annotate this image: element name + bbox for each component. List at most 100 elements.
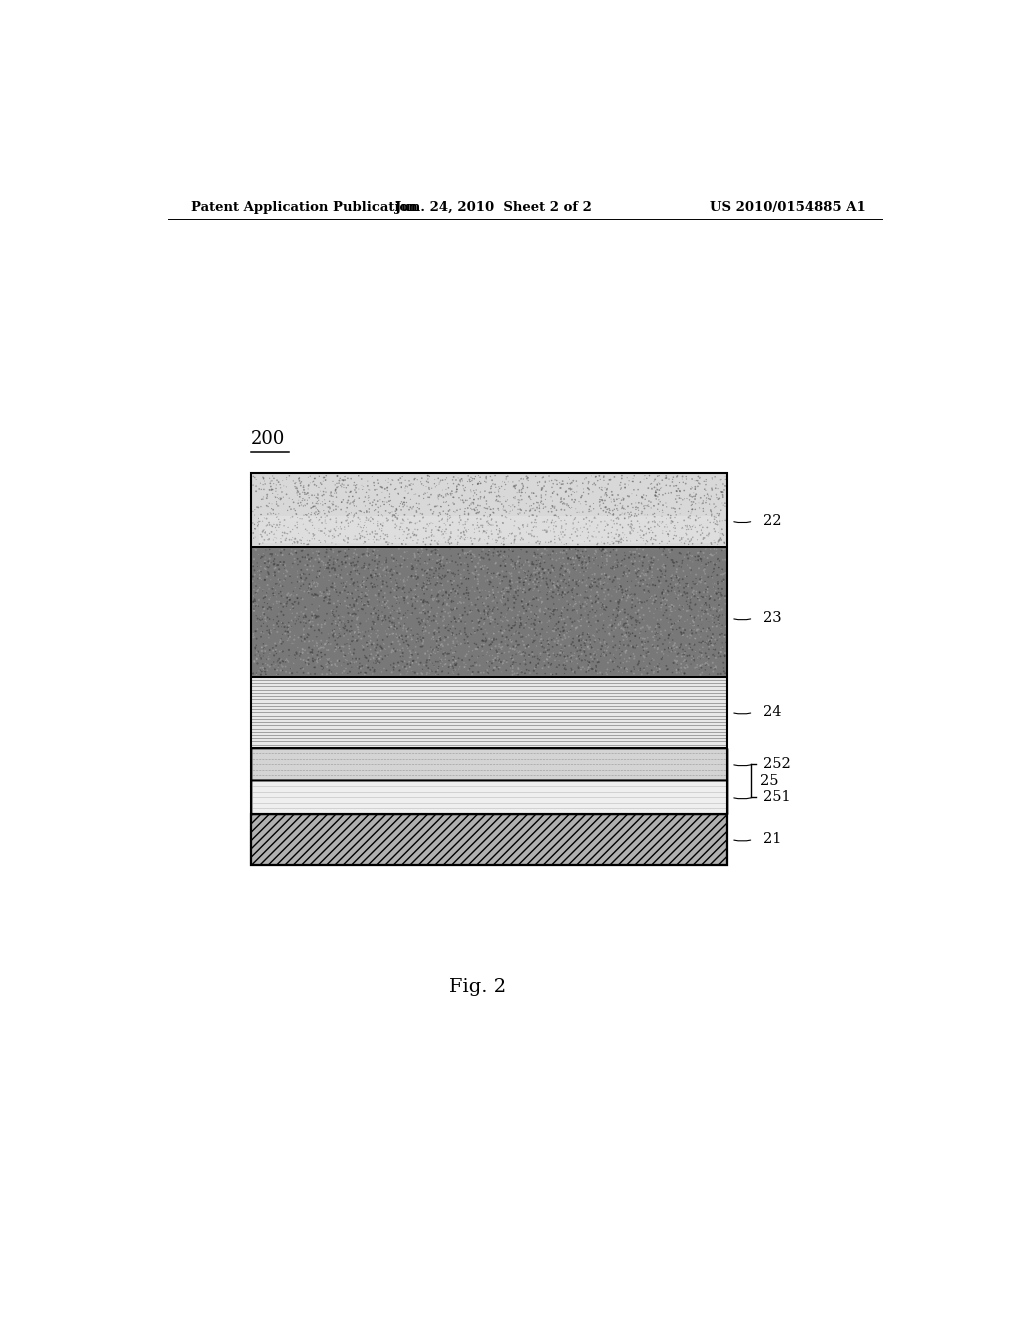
- Point: [303, 502, 319, 523]
- Point: [404, 521, 421, 543]
- Point: [497, 500, 513, 521]
- Point: [481, 656, 498, 677]
- Point: [505, 652, 521, 673]
- Point: [484, 474, 501, 495]
- Point: [338, 623, 354, 644]
- Point: [614, 586, 631, 607]
- Point: [342, 511, 358, 532]
- Point: [479, 602, 496, 623]
- Point: [596, 467, 612, 488]
- Point: [417, 603, 433, 624]
- Point: [423, 533, 439, 554]
- Point: [461, 495, 477, 516]
- Point: [494, 643, 510, 664]
- Point: [297, 504, 313, 525]
- Point: [447, 552, 464, 573]
- Point: [705, 605, 721, 626]
- Point: [293, 611, 309, 632]
- Point: [335, 470, 351, 491]
- Point: [622, 504, 638, 525]
- Point: [716, 532, 732, 553]
- Point: [409, 492, 425, 513]
- Point: [423, 484, 439, 506]
- Point: [643, 566, 659, 587]
- Point: [268, 478, 285, 499]
- Point: [364, 568, 380, 589]
- Point: [655, 605, 672, 626]
- Point: [276, 510, 293, 531]
- Point: [675, 645, 691, 667]
- Point: [617, 581, 634, 602]
- Point: [297, 605, 313, 626]
- Point: [636, 469, 652, 490]
- Point: [655, 579, 672, 601]
- Point: [415, 618, 431, 639]
- Point: [398, 631, 415, 652]
- Point: [365, 606, 381, 627]
- Point: [498, 528, 514, 549]
- Point: [610, 488, 627, 510]
- Point: [355, 517, 372, 539]
- Point: [631, 651, 647, 672]
- Point: [249, 648, 265, 669]
- Point: [327, 560, 343, 581]
- Point: [658, 594, 675, 615]
- Point: [342, 661, 358, 682]
- Point: [682, 627, 698, 648]
- Point: [340, 527, 356, 548]
- Point: [318, 579, 335, 601]
- Point: [317, 634, 334, 655]
- Point: [312, 494, 329, 515]
- Point: [517, 562, 534, 583]
- Point: [534, 467, 550, 488]
- Point: [311, 595, 328, 616]
- Point: [693, 566, 710, 587]
- Point: [654, 520, 671, 541]
- Point: [634, 487, 650, 508]
- Point: [323, 486, 339, 507]
- Point: [374, 477, 390, 498]
- Point: [445, 649, 462, 671]
- Point: [464, 640, 480, 661]
- Point: [501, 598, 517, 619]
- Point: [695, 560, 712, 581]
- Point: [353, 591, 370, 612]
- Point: [262, 473, 279, 494]
- Point: [324, 492, 340, 513]
- Point: [297, 519, 313, 540]
- Point: [543, 498, 559, 519]
- Point: [604, 615, 621, 636]
- Point: [601, 569, 617, 590]
- Point: [518, 626, 535, 647]
- Point: [672, 618, 688, 639]
- Point: [712, 574, 728, 595]
- Point: [311, 586, 328, 607]
- Point: [646, 607, 663, 628]
- Point: [472, 473, 488, 494]
- Point: [319, 583, 336, 605]
- Point: [313, 642, 330, 663]
- Point: [408, 598, 424, 619]
- Point: [294, 639, 310, 660]
- Point: [617, 657, 634, 678]
- Point: [488, 566, 505, 587]
- Point: [442, 602, 459, 623]
- Point: [505, 657, 521, 678]
- Point: [648, 488, 665, 510]
- Point: [250, 515, 266, 536]
- Point: [581, 616, 597, 638]
- Point: [470, 531, 486, 552]
- Point: [551, 525, 567, 546]
- Point: [426, 587, 442, 609]
- Point: [629, 587, 645, 609]
- Point: [630, 479, 646, 500]
- Point: [546, 512, 562, 533]
- Point: [631, 543, 647, 564]
- Point: [547, 576, 563, 597]
- Point: [673, 583, 689, 605]
- Point: [396, 614, 413, 635]
- Point: [369, 529, 385, 550]
- Point: [515, 475, 531, 496]
- Point: [658, 607, 675, 628]
- Point: [633, 492, 649, 513]
